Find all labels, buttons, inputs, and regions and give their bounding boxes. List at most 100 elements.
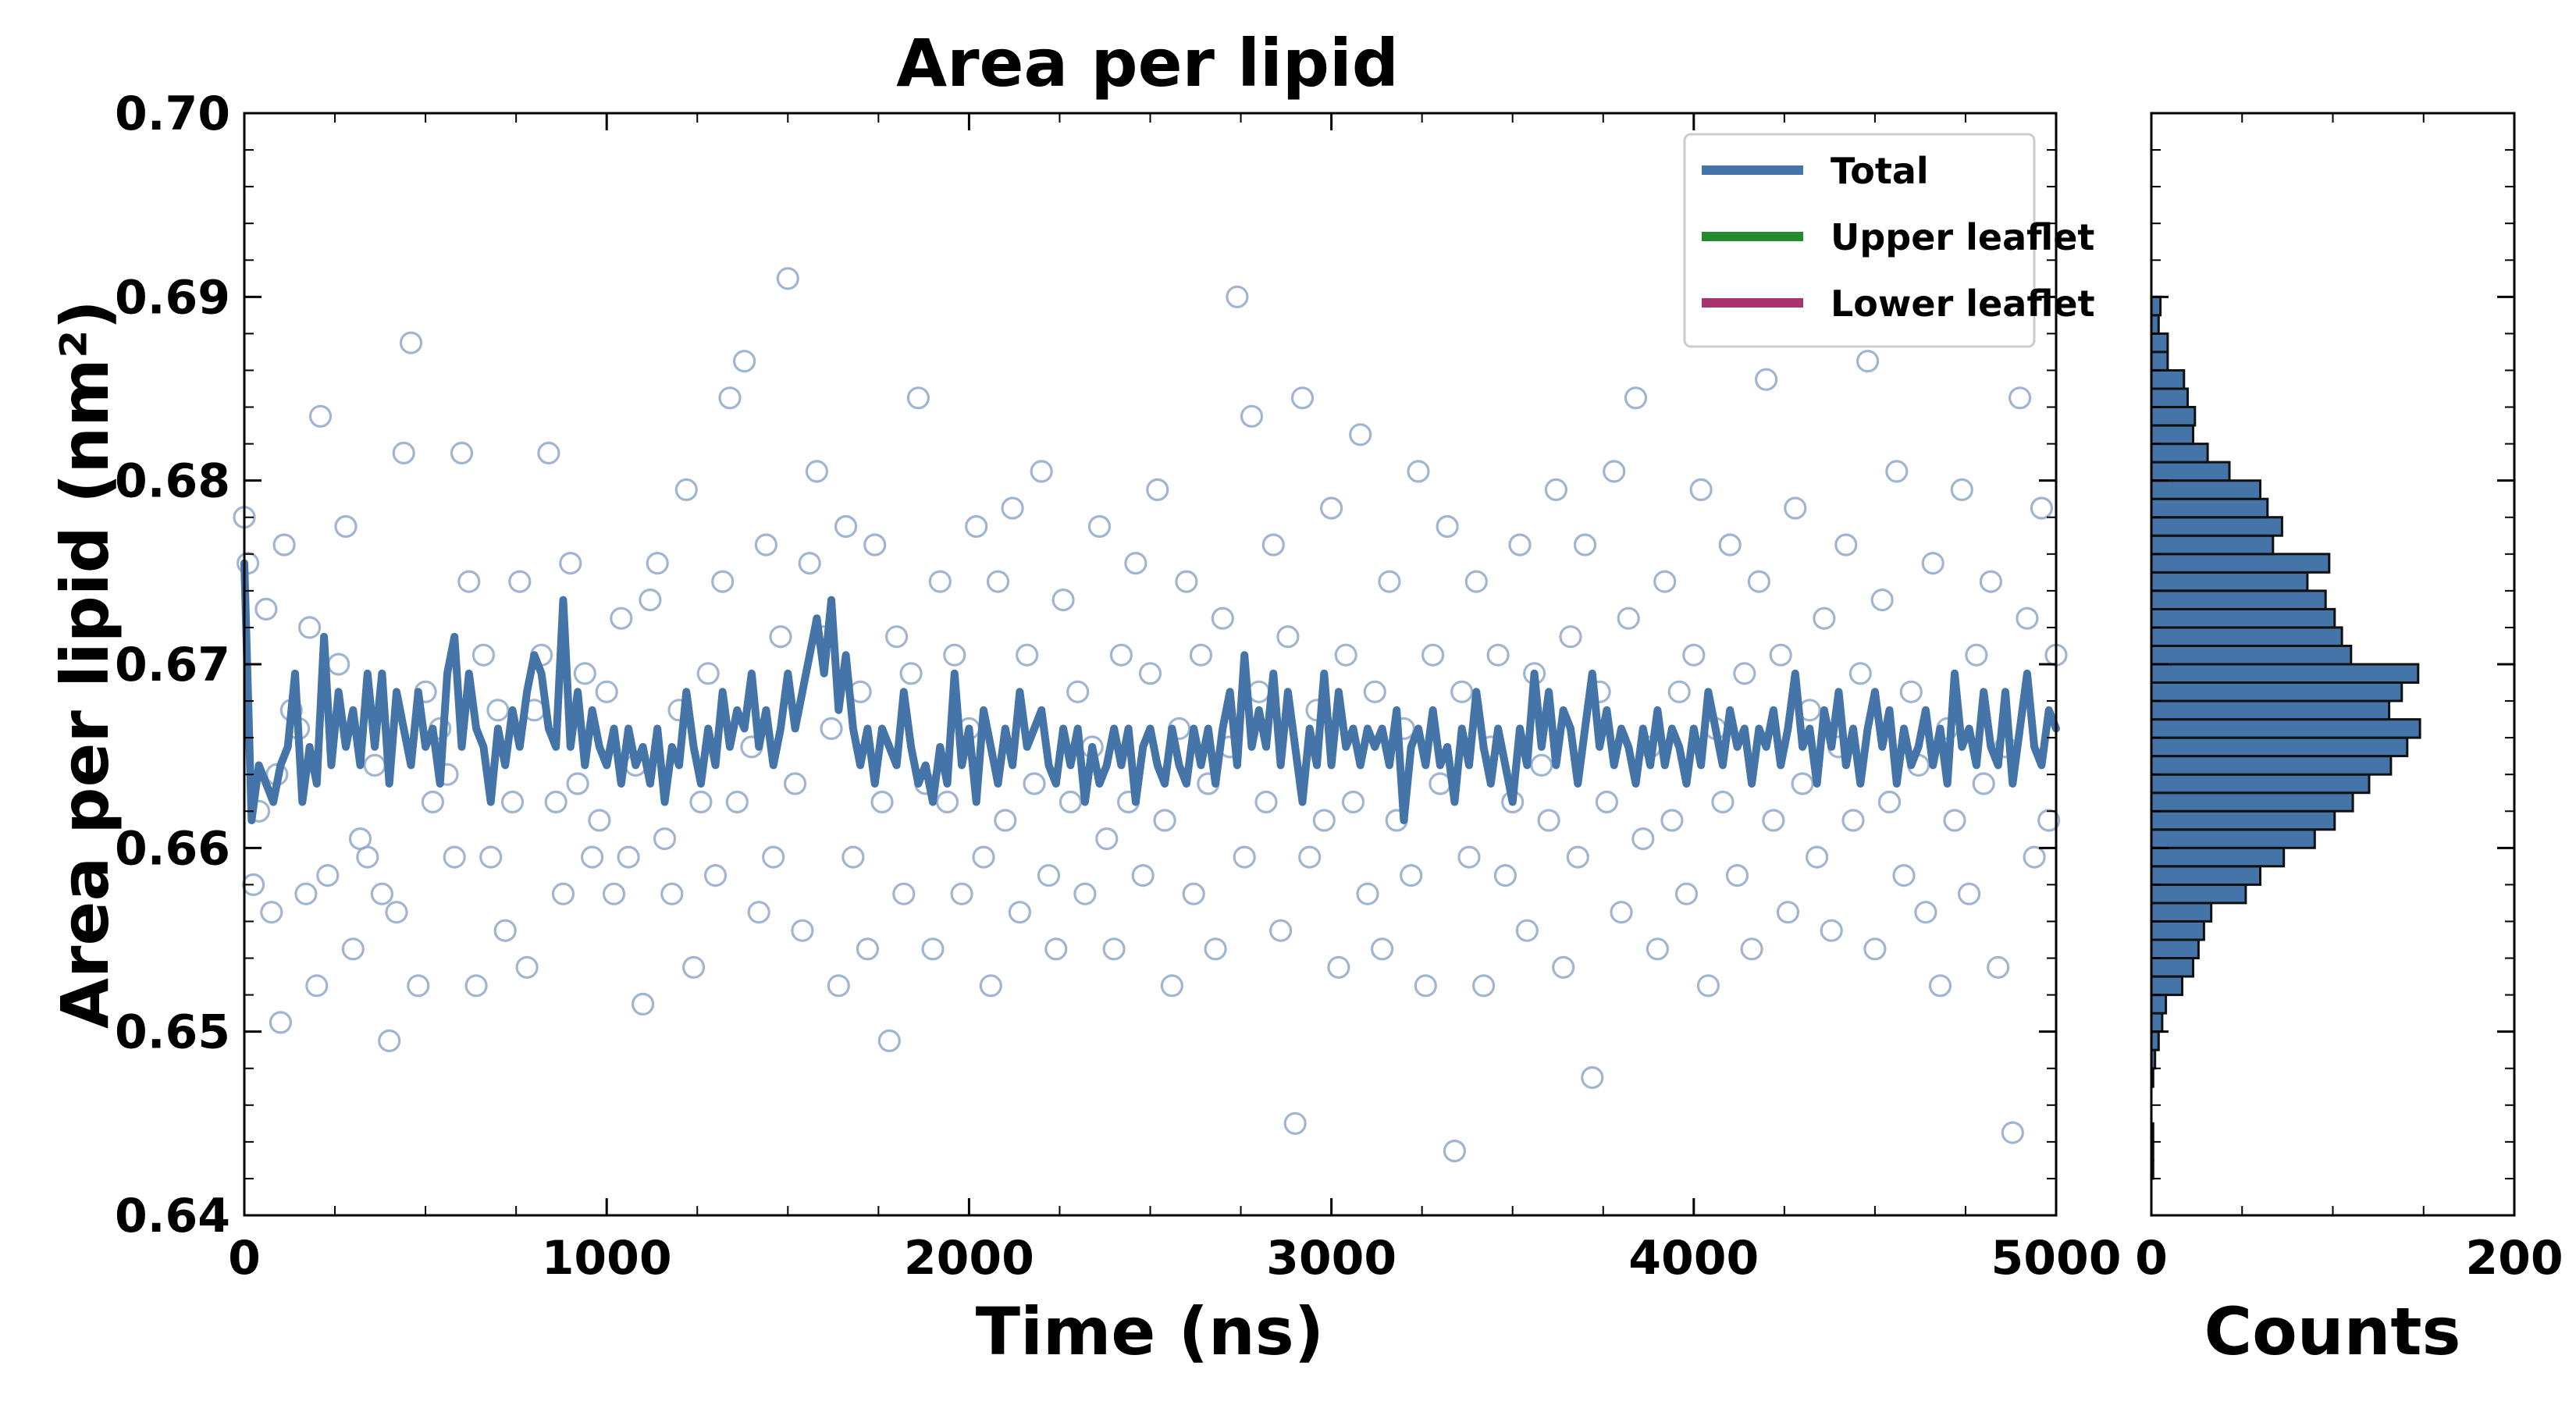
hist-bar	[2150, 865, 2261, 886]
scatter-point	[1066, 680, 1090, 703]
hist-bar	[2150, 350, 2169, 372]
scatter-point	[486, 699, 510, 722]
scatter-point	[2001, 1121, 2024, 1144]
hist-bar	[2150, 938, 2200, 959]
scatter-point	[1421, 643, 1445, 667]
scatter-point	[1471, 974, 1496, 998]
scatter-point	[1530, 753, 1553, 777]
scatter-point	[1863, 937, 1887, 961]
scatter-point	[1624, 386, 1648, 410]
scatter-point	[479, 845, 503, 869]
scatter-point	[1755, 368, 1778, 391]
hist-ticks	[2150, 112, 2516, 1217]
scatter-point	[1023, 772, 1046, 795]
scatter-point	[1146, 478, 1169, 502]
scatter-point	[1806, 845, 1829, 869]
scatter-point	[573, 662, 596, 685]
scatter-point	[870, 790, 894, 814]
scatter-point	[272, 533, 296, 557]
scatter-point	[1204, 937, 1227, 961]
scatter-point	[1610, 901, 1633, 924]
scatter-point	[1950, 478, 1973, 502]
scatter-point	[588, 809, 611, 832]
scatter-point	[769, 625, 792, 649]
scatter-point	[1356, 882, 1379, 905]
scatter-point	[703, 863, 728, 887]
main-plot: 0 1000 2000 3000 4000 5000 0.64 0.65 0.66 0.67 0.6…	[47, 87, 2122, 1370]
scatter-point	[1414, 974, 1437, 998]
scatter-point	[294, 882, 318, 905]
scatter-point	[1016, 643, 1039, 667]
scatter-point	[559, 551, 582, 575]
scatter-point	[1718, 533, 1742, 557]
scatter-point	[1848, 662, 1872, 685]
scatter-point	[1341, 790, 1365, 814]
hist-bar	[2150, 553, 2331, 574]
scatter-point	[1087, 514, 1112, 539]
scatter-point	[979, 974, 1002, 998]
scatter-point	[1877, 790, 1902, 814]
scatter-point	[783, 772, 807, 795]
scatter-point	[1559, 625, 1582, 649]
scatter-point	[972, 845, 995, 869]
scatter-point	[500, 790, 525, 814]
scatter-point	[1537, 809, 1560, 832]
scatter-point	[356, 845, 379, 869]
scatter-point	[660, 882, 684, 905]
hist-bar	[2150, 534, 2275, 556]
legend-label-upper: Upper leaflet	[1831, 216, 2094, 258]
scatter-point	[906, 386, 930, 410]
main-ticks	[243, 112, 2058, 1217]
hist-bar	[2150, 975, 2183, 997]
scatter-point	[1211, 606, 1234, 630]
scatter-point	[1515, 919, 1539, 942]
hist-bar	[2150, 718, 2421, 739]
scatter-point	[1059, 790, 1083, 814]
y-tick-label: 0.68	[115, 454, 230, 509]
scatter-point	[827, 974, 850, 998]
scatter-point	[1370, 937, 1394, 961]
histogram-plot: 0 200 Counts	[2135, 112, 2564, 1370]
scatter-point	[1674, 882, 1699, 905]
x-tick-label: 0	[228, 1231, 261, 1286]
scatter-point	[1109, 643, 1133, 667]
scatter-point	[805, 460, 829, 483]
hist-bar	[2150, 497, 2269, 519]
scatter-point	[921, 937, 945, 961]
scatter-point	[254, 597, 278, 621]
scatter-point	[1008, 901, 1032, 924]
scatter-point	[935, 790, 959, 814]
x-tick-label: 1000	[542, 1231, 672, 1286]
scatter-point	[732, 350, 756, 373]
scatter-point	[646, 551, 669, 575]
y-tick-label: 0.69	[115, 270, 230, 325]
scatter-point	[1044, 937, 1068, 961]
scatter-point	[711, 570, 735, 593]
scatter-point	[1240, 404, 1264, 428]
scatter-point	[1312, 809, 1336, 832]
legend-label-lower: Lower leaflet	[1831, 283, 2095, 325]
scatter-point	[298, 616, 322, 639]
hist-bar	[2150, 828, 2316, 849]
scatter-point	[1813, 606, 1836, 630]
scatter-point	[1493, 863, 1517, 887]
scatter-point	[1711, 790, 1735, 814]
scatter-point	[1987, 955, 2010, 979]
hist-bar	[2150, 645, 2353, 666]
hist-bar	[2150, 994, 2168, 1015]
scatter-point	[1457, 845, 1481, 869]
scatter-point	[1254, 790, 1278, 814]
scatter-point	[1268, 919, 1293, 942]
scatter-point	[2030, 496, 2053, 520]
scatter-point	[1603, 460, 1626, 483]
scatter-point	[1921, 551, 1944, 575]
scatter-point	[1319, 496, 1343, 520]
scatter-point	[1334, 643, 1357, 667]
scatter-point	[1958, 882, 1981, 905]
scatter-point	[928, 570, 952, 593]
hist-bar	[2150, 957, 2194, 978]
scatter-point	[1189, 643, 1213, 667]
scatter-point	[407, 974, 430, 998]
hist-bar	[2150, 920, 2205, 941]
